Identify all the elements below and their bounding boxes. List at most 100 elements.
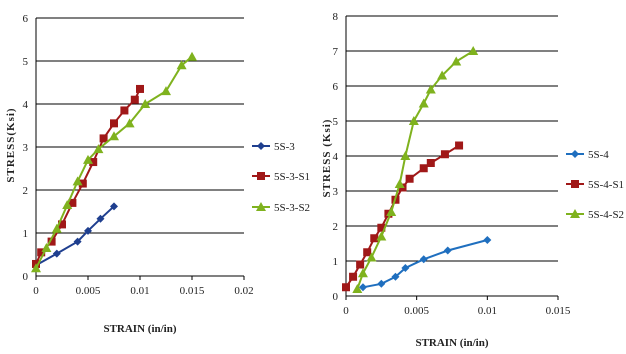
- data-point: [437, 70, 448, 80]
- legend-label: 5S-4: [588, 149, 609, 161]
- data-point: [37, 248, 46, 257]
- data-point: [176, 60, 187, 70]
- y-tick-label: 5: [23, 56, 29, 68]
- legend-label: 5S-4-S2: [588, 209, 624, 221]
- data-point: [78, 179, 87, 188]
- data-point: [451, 56, 462, 66]
- data-point: [52, 249, 61, 258]
- x-tick-label: 0.01: [130, 285, 149, 297]
- data-point: [400, 151, 411, 160]
- legend-marker: [256, 202, 266, 211]
- legend-marker: [257, 142, 265, 150]
- data-point: [31, 263, 41, 273]
- data-point: [366, 252, 377, 262]
- series-line-5S-3-S2: [35, 55, 193, 269]
- y-tick-label: 0: [333, 291, 339, 303]
- data-point: [73, 237, 82, 246]
- legend-label: 5S-3-S1: [274, 171, 310, 183]
- data-point: [68, 198, 77, 207]
- data-point: [419, 255, 428, 264]
- y-axis-label: STRESS(Ksi): [5, 107, 17, 182]
- data-point: [363, 248, 372, 257]
- y-tick-label: 5: [333, 116, 339, 128]
- series-line-5S-3: [35, 205, 115, 267]
- data-point: [419, 164, 428, 173]
- x-tick-label: 0.005: [404, 305, 429, 317]
- data-point: [187, 51, 197, 61]
- data-point: [468, 46, 479, 55]
- data-point: [89, 158, 98, 167]
- data-point: [47, 237, 56, 246]
- data-point: [110, 119, 118, 128]
- data-point: [418, 98, 429, 108]
- data-point: [370, 234, 379, 243]
- data-point: [109, 131, 119, 141]
- legend-marker: [570, 209, 580, 218]
- y-tick-label: 4: [333, 151, 339, 163]
- data-point: [391, 272, 400, 281]
- legend-label: 5S-3-S2: [274, 202, 310, 214]
- data-point: [93, 144, 104, 154]
- y-axis-label: STRESS (Ksi): [321, 119, 333, 198]
- y-tick-label: 6: [333, 81, 339, 93]
- data-point: [51, 223, 62, 233]
- data-point: [124, 118, 135, 128]
- legend-marker: [571, 180, 579, 188]
- data-point: [358, 283, 367, 292]
- data-point: [96, 214, 105, 223]
- x-axis-label: STRAIN (in/in): [415, 337, 488, 349]
- data-point: [62, 200, 73, 210]
- data-point: [440, 150, 449, 159]
- data-point: [357, 268, 368, 278]
- data-point: [130, 95, 139, 104]
- data-point: [443, 246, 452, 255]
- chart-left: 0 1 2 3 4 5 6 0 0.005 0.01 0.015 0.02 STRAIN (in/in)…: [5, 13, 310, 335]
- data-point: [386, 207, 397, 216]
- series-line-5S-4-S2: [356, 50, 474, 290]
- y-tick-label: 2: [23, 185, 29, 197]
- data-point: [455, 141, 464, 150]
- x-tick-label: 0: [343, 305, 349, 317]
- data-point: [110, 202, 118, 211]
- data-point: [349, 272, 358, 281]
- data-point: [377, 279, 386, 288]
- data-point: [83, 154, 93, 164]
- data-point: [425, 84, 436, 94]
- x-tick-label: 0.005: [76, 285, 101, 297]
- y-tick-label: 1: [333, 256, 339, 268]
- data-point: [356, 260, 365, 269]
- y-tick-label: 8: [333, 11, 339, 23]
- data-point: [84, 226, 92, 235]
- data-point: [483, 236, 492, 244]
- data-point: [401, 264, 410, 272]
- x-tick-label: 0.015: [180, 285, 205, 297]
- y-tick-label: 3: [333, 186, 339, 198]
- legend-label: 5S-4-S1: [588, 179, 624, 191]
- legend-marker: [571, 150, 579, 158]
- data-point: [377, 223, 386, 232]
- x-axis-label: STRAIN (in/in): [103, 323, 176, 335]
- y-tick-label: 1: [23, 228, 29, 240]
- y-tick-label: 6: [23, 13, 29, 25]
- data-point: [408, 116, 419, 125]
- y-tick-label: 3: [23, 142, 29, 154]
- y-tick-label: 2: [333, 221, 339, 233]
- chart-right: 0 1 2 3 4 5 6 7 8 0 0.005 0.01 0.015 STRAIN (in/in) ST…: [321, 11, 624, 349]
- data-point: [99, 134, 108, 143]
- data-point: [72, 176, 83, 186]
- data-point: [120, 106, 129, 115]
- y-tick-label: 0: [23, 271, 29, 283]
- x-tick-label: 0.02: [234, 285, 253, 297]
- data-point: [426, 159, 435, 167]
- legend-marker: [257, 172, 265, 180]
- data-point: [352, 284, 363, 293]
- data-point: [376, 231, 387, 241]
- y-tick-label: 4: [23, 99, 29, 111]
- legend-label: 5S-3: [274, 141, 295, 153]
- data-point: [342, 283, 350, 292]
- data-point: [136, 84, 144, 93]
- data-point: [58, 220, 66, 229]
- data-point: [41, 243, 52, 253]
- data-point: [140, 99, 151, 108]
- data-point: [405, 174, 414, 183]
